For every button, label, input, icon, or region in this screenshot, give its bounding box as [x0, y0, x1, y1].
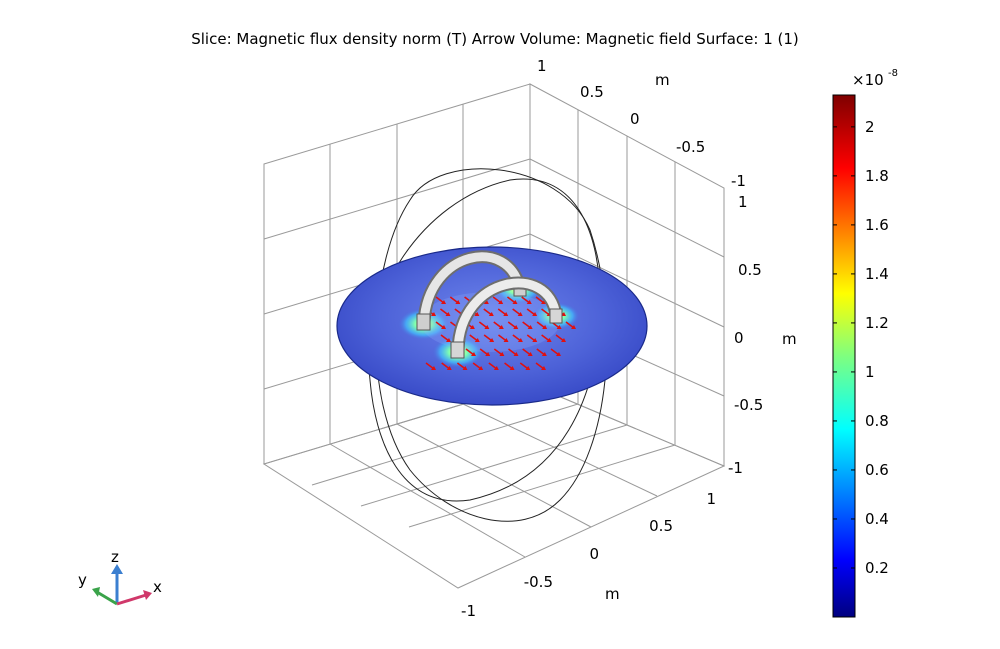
field-arrow-head — [526, 300, 532, 304]
floor-grid — [262, 383, 726, 589]
triad-y-label: y — [78, 571, 87, 589]
field-arrow-head — [499, 352, 505, 356]
field-arrow-head — [462, 366, 468, 370]
field-arrow-head — [542, 325, 548, 329]
colorbar-tick-label: 1.6 — [865, 216, 889, 234]
field-arrow-head — [556, 325, 562, 329]
field-arrow-head — [532, 312, 538, 316]
field-arrow-head — [503, 312, 509, 316]
field-arrow-head — [517, 338, 523, 342]
coil-front — [450, 276, 563, 359]
tick-label: -1 — [731, 172, 746, 190]
colorbar-tick-label: 0.8 — [865, 412, 889, 430]
field-arrow-head — [441, 300, 446, 304]
z-axis-label: m — [782, 330, 797, 348]
field-arrow-head — [478, 366, 484, 370]
field-arrow-head — [446, 338, 451, 342]
field-arrow-head — [527, 325, 533, 329]
colorbar: ×10 -8 2 1.8 1.6 1.4 1.2 1 0.8 0.6 0.4 0.2 — [832, 68, 898, 618]
colorbar-tick-label: 0.6 — [865, 461, 889, 479]
field-arrow-head — [488, 312, 494, 316]
triad-z-label: z — [111, 548, 119, 566]
tick-label: 0 — [589, 545, 599, 563]
tick-label: 1 — [537, 57, 547, 75]
tick-label: -0.5 — [734, 396, 763, 414]
z-axis-ticks: 1 0.5 0 -0.5 -1 m — [728, 193, 797, 477]
colorbar-ticks: 2 1.8 1.6 1.4 1.2 1 0.8 0.6 0.4 0.2 — [833, 118, 889, 577]
y-axis-ticks-top: 1 0.5 0 -0.5 -1 m — [537, 57, 746, 190]
tick-label: -1 — [728, 459, 743, 477]
field-arrow-head — [541, 300, 546, 304]
field-arrow-head — [469, 325, 475, 329]
field-arrow-head — [498, 325, 504, 329]
field-arrow-head — [455, 300, 461, 304]
colorbar-tick-label: 0.2 — [865, 559, 889, 577]
tick-label: -0.5 — [676, 138, 705, 156]
field-arrow-head — [571, 325, 576, 329]
field-arrow-head — [489, 338, 495, 342]
colorbar-tick-label: 2 — [865, 118, 875, 136]
field-arrow-head — [474, 312, 480, 316]
field-arrow-head — [441, 325, 446, 329]
field-arrow-head — [541, 366, 546, 370]
tick-label: 0 — [734, 329, 744, 347]
tick-label: -1 — [461, 602, 476, 620]
colorbar-exponent: -8 — [888, 68, 898, 79]
x-axis-ticks: -1 -0.5 0 0.5 1 m — [461, 490, 716, 620]
flux-density-slice — [336, 246, 648, 406]
field-arrow-head — [484, 325, 490, 329]
field-arrow-head — [527, 352, 533, 356]
chart-title: Slice: Magnetic flux density norm (T) Ar… — [191, 30, 799, 48]
field-arrow-head — [493, 366, 499, 370]
x-axis-label: m — [605, 585, 620, 603]
field-arrow-head — [509, 366, 515, 370]
tick-label: 0.5 — [580, 83, 604, 101]
field-arrow-head — [431, 312, 436, 316]
field-arrow-head — [498, 300, 504, 304]
field-arrow-head — [503, 338, 509, 342]
tick-label: 0 — [630, 110, 640, 128]
field-arrow-head — [474, 338, 480, 342]
colorbar-exponent-base: ×10 — [852, 71, 884, 89]
colorbar-tick-label: 0.4 — [865, 510, 889, 528]
field-arrow-head — [483, 300, 489, 304]
field-arrow-head — [513, 352, 519, 356]
field-arrow-head — [546, 338, 552, 342]
magnetic-field-arrows — [425, 296, 576, 370]
field-arrow-head — [445, 312, 451, 316]
field-arrow-head — [512, 300, 518, 304]
colorbar-tick-label: 1.8 — [865, 167, 889, 185]
field-arrow-head — [485, 352, 491, 356]
tick-label: -0.5 — [524, 573, 553, 591]
colorbar-tick-label: 1.4 — [865, 265, 889, 283]
field-arrow-head — [532, 338, 538, 342]
tick-label: 1 — [738, 193, 748, 211]
field-arrow-head — [471, 352, 476, 356]
tick-label: 0.5 — [649, 517, 673, 535]
field-arrow-head — [525, 366, 531, 370]
triad-x-label: x — [153, 578, 162, 596]
tick-label: 0.5 — [738, 261, 762, 279]
field-arrow-head — [517, 312, 523, 316]
colorbar-tick-label: 1.2 — [865, 314, 889, 332]
tick-label: 1 — [706, 490, 716, 508]
field-arrow-head — [561, 338, 566, 342]
field-arrow-head — [446, 366, 452, 370]
y-axis-label: m — [655, 71, 670, 89]
field-arrow-head — [556, 352, 561, 356]
colorbar-gradient — [832, 94, 856, 618]
field-arrow-head — [431, 366, 436, 370]
colorbar-tick-label: 1 — [865, 363, 875, 381]
field-arrow-head — [513, 325, 519, 329]
field-arrow-head — [541, 352, 547, 356]
axis-triad: z y x — [78, 548, 162, 606]
